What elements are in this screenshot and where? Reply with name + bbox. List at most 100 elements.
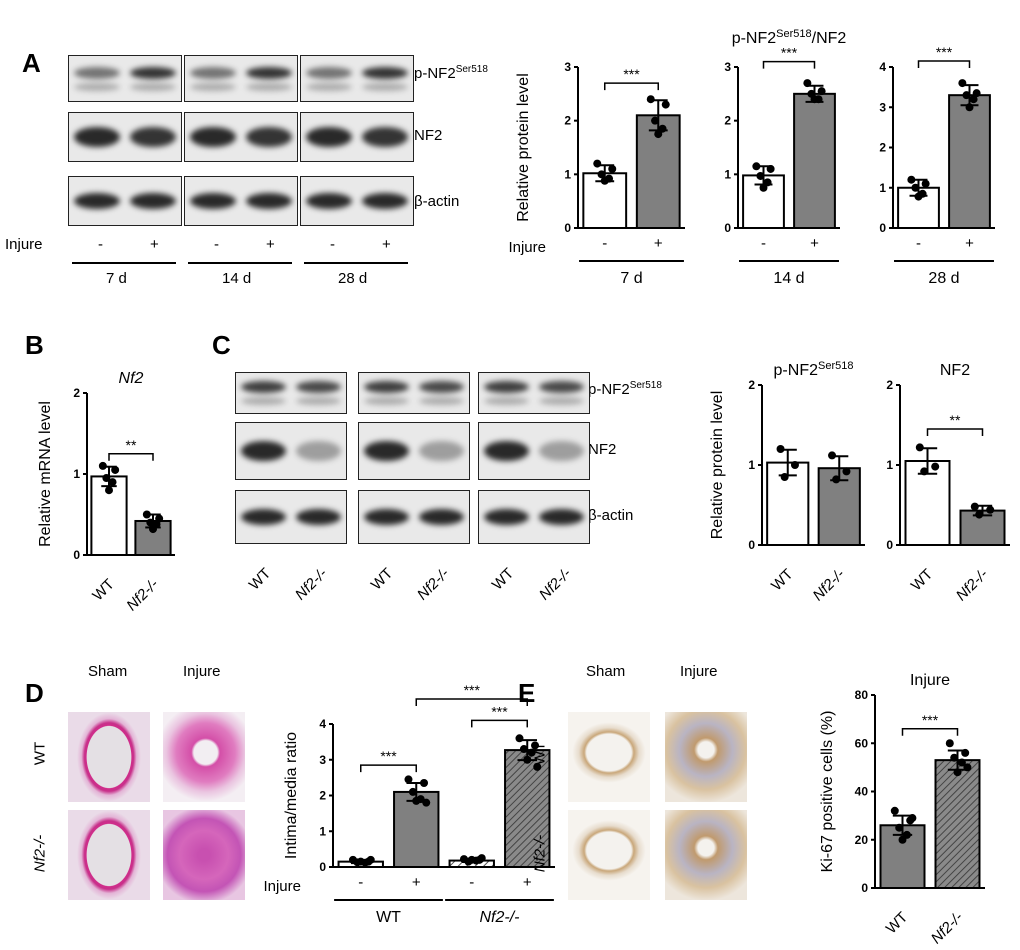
blot-label-actin-a: β-actin bbox=[414, 193, 460, 210]
chart-title: p-NF2Ser518/NF2 bbox=[732, 28, 847, 47]
data-point bbox=[420, 778, 429, 787]
blot-band bbox=[484, 441, 529, 461]
blot-band bbox=[130, 127, 176, 147]
group-label: 14 d bbox=[222, 270, 252, 287]
y-tick-label: 0 bbox=[886, 538, 893, 552]
title-sup: Ser518 bbox=[818, 360, 853, 372]
row-label: WT bbox=[31, 741, 49, 766]
significance-label: *** bbox=[491, 703, 508, 719]
data-point bbox=[102, 474, 111, 483]
blot-band bbox=[296, 509, 341, 525]
data-point bbox=[105, 486, 113, 495]
y-tick-label: 3 bbox=[724, 60, 731, 74]
micrograph-sham-wt bbox=[568, 712, 650, 802]
chart-title: NF2 bbox=[940, 362, 970, 379]
blot-band bbox=[190, 127, 236, 147]
y-tick-label: 1 bbox=[564, 167, 571, 181]
y-tick-label: 60 bbox=[855, 736, 869, 750]
blot-band bbox=[246, 127, 292, 147]
chart-a7: 0 1 2 3 - + *** Relative protein level Injure 7 d bbox=[508, 60, 685, 287]
blot-band bbox=[419, 441, 464, 461]
y-tick-label: 40 bbox=[855, 785, 869, 799]
injure-row-label: Injure bbox=[508, 239, 546, 256]
significance-label: *** bbox=[936, 44, 953, 60]
lane-label: - bbox=[330, 236, 335, 253]
data-point bbox=[911, 183, 920, 192]
significance-label: *** bbox=[623, 66, 640, 82]
x-tick-label: Nf2-/- bbox=[810, 566, 849, 605]
blot-pnf2-a bbox=[300, 55, 414, 102]
blot-pnf2-a bbox=[184, 55, 298, 102]
blot-band bbox=[364, 509, 409, 525]
data-point bbox=[828, 451, 837, 460]
data-point bbox=[790, 461, 799, 469]
y-tick-label: 3 bbox=[564, 60, 571, 74]
x-tick-label: WT bbox=[89, 576, 118, 605]
data-point bbox=[412, 796, 421, 805]
blot-actin-a bbox=[184, 176, 298, 226]
blot-nf2-c bbox=[358, 422, 470, 480]
data-point bbox=[832, 475, 841, 484]
significance-bracket bbox=[108, 453, 154, 461]
data-point bbox=[752, 162, 761, 171]
y-tick-label: 0 bbox=[73, 548, 80, 562]
micrograph-sham-nf2ko bbox=[68, 810, 150, 900]
chart-d: 0 1 2 3 4 - + - + *** *** *** Intima/media ratio Inju… bbox=[263, 682, 555, 926]
blot-band bbox=[364, 397, 409, 405]
blot-label-sup: Ser518 bbox=[629, 380, 662, 391]
group-label: Nf2-/- bbox=[480, 909, 520, 926]
blot-pnf2-c bbox=[358, 372, 470, 414]
micrograph-sham-wt bbox=[68, 712, 150, 802]
data-point bbox=[366, 855, 375, 864]
significance-label: *** bbox=[464, 682, 481, 698]
data-point bbox=[921, 179, 930, 188]
title-part: Nf2 bbox=[119, 370, 144, 387]
x-tick-label: - bbox=[469, 874, 474, 891]
blot-band bbox=[241, 509, 286, 525]
data-point bbox=[515, 734, 524, 743]
blot-actin-a bbox=[300, 176, 414, 226]
data-point bbox=[531, 741, 540, 750]
blot-band bbox=[362, 82, 408, 91]
data-point bbox=[965, 103, 974, 112]
blot-band bbox=[246, 193, 292, 209]
blot-band bbox=[190, 193, 236, 209]
bar bbox=[934, 759, 981, 890]
bar bbox=[904, 460, 951, 546]
x-tick-label: WT bbox=[883, 909, 912, 938]
title-part: p-NF2 bbox=[732, 30, 777, 47]
blot-band bbox=[419, 509, 464, 525]
bar bbox=[582, 172, 628, 229]
y-tick-label: 2 bbox=[73, 386, 80, 400]
data-point bbox=[600, 176, 609, 185]
y-tick-label: 0 bbox=[319, 860, 326, 874]
blot-band bbox=[296, 397, 341, 405]
blot-actin-c bbox=[478, 490, 590, 544]
data-point bbox=[953, 768, 962, 777]
data-point bbox=[658, 124, 667, 133]
y-tick-label: 0 bbox=[748, 538, 755, 552]
data-point bbox=[142, 510, 151, 519]
chart-title: Injure bbox=[910, 672, 950, 689]
blot-label-pnf2-a: p-NF2Ser518 bbox=[414, 64, 488, 82]
chart-title: Nf2 bbox=[119, 370, 144, 387]
blot-label-sup: Ser518 bbox=[455, 64, 488, 75]
chart-c1: 0 1 2 WT Nf2-/- p-NF2Ser518 Relative protein l… bbox=[709, 360, 865, 604]
group-line bbox=[72, 262, 176, 264]
data-point bbox=[803, 79, 812, 88]
data-point bbox=[533, 762, 542, 771]
chart-a14: 0 1 2 3 - + ***p-NF2Ser518/NF2 14 d bbox=[724, 28, 846, 287]
data-point bbox=[914, 192, 923, 201]
col-label-sham-d: Sham bbox=[88, 663, 128, 680]
data-point bbox=[654, 130, 663, 139]
blot-actin-c bbox=[358, 490, 470, 544]
title-sup: Ser518 bbox=[776, 28, 811, 40]
data-point bbox=[975, 510, 984, 519]
data-point bbox=[961, 748, 970, 757]
data-point bbox=[950, 753, 959, 762]
y-tick-label: 0 bbox=[724, 221, 731, 235]
blot-nf2-c bbox=[478, 422, 590, 480]
chart-title: p-NF2Ser518 bbox=[774, 360, 854, 379]
col-label-injure-e: Injure bbox=[680, 663, 718, 680]
x-tick-label: - bbox=[602, 235, 607, 252]
